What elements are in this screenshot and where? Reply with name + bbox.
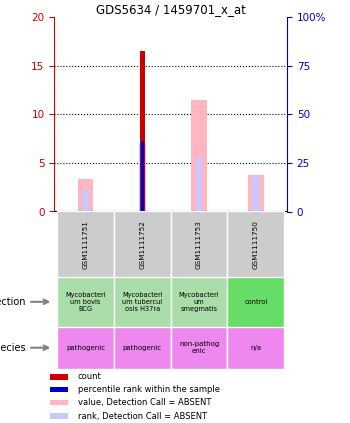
Bar (114, 277, 171, 327)
Bar (82, 190, 89, 212)
Text: GSM1111751: GSM1111751 (83, 220, 89, 269)
Bar (171, 327, 228, 369)
Text: Mycobacteri
um
smegmatis: Mycobacteri um smegmatis (179, 292, 219, 312)
Title: GDS5634 / 1459701_x_at: GDS5634 / 1459701_x_at (96, 3, 246, 16)
Bar (50, 387, 69, 393)
Bar (50, 374, 69, 380)
Text: GSM1111753: GSM1111753 (196, 220, 202, 269)
Bar (248, 175, 264, 212)
Bar (57, 327, 114, 369)
Text: species: species (0, 343, 26, 353)
Bar (196, 157, 202, 212)
Bar (57, 277, 114, 327)
Text: Mycobacteri
um bovis
BCG: Mycobacteri um bovis BCG (65, 292, 106, 312)
Bar (141, 141, 144, 212)
Bar (50, 414, 69, 419)
Bar (50, 400, 69, 405)
Text: n/a: n/a (250, 345, 261, 351)
Text: non-pathog
enic: non-pathog enic (179, 341, 219, 354)
Bar (171, 277, 228, 327)
Text: rank, Detection Call = ABSENT: rank, Detection Call = ABSENT (78, 412, 206, 420)
Text: infection: infection (0, 297, 26, 307)
Bar (140, 51, 145, 212)
Bar (171, 212, 228, 277)
Bar (57, 212, 114, 277)
Bar (191, 100, 207, 212)
Bar (78, 179, 93, 212)
Text: control: control (244, 299, 267, 305)
Bar (228, 327, 284, 369)
Text: GSM1111752: GSM1111752 (139, 220, 145, 269)
Text: value, Detection Call = ABSENT: value, Detection Call = ABSENT (78, 398, 211, 407)
Text: GSM1111750: GSM1111750 (253, 220, 259, 269)
Bar (114, 212, 171, 277)
Text: pathogenic: pathogenic (123, 345, 162, 351)
Text: percentile rank within the sample: percentile rank within the sample (78, 385, 219, 394)
Bar (228, 212, 284, 277)
Bar (114, 327, 171, 369)
Bar (139, 143, 146, 212)
Text: pathogenic: pathogenic (66, 345, 105, 351)
Bar (228, 277, 284, 327)
Text: count: count (78, 373, 101, 382)
Bar (252, 176, 259, 212)
Text: Mycobacteri
um tubercul
osis H37ra: Mycobacteri um tubercul osis H37ra (122, 292, 162, 312)
